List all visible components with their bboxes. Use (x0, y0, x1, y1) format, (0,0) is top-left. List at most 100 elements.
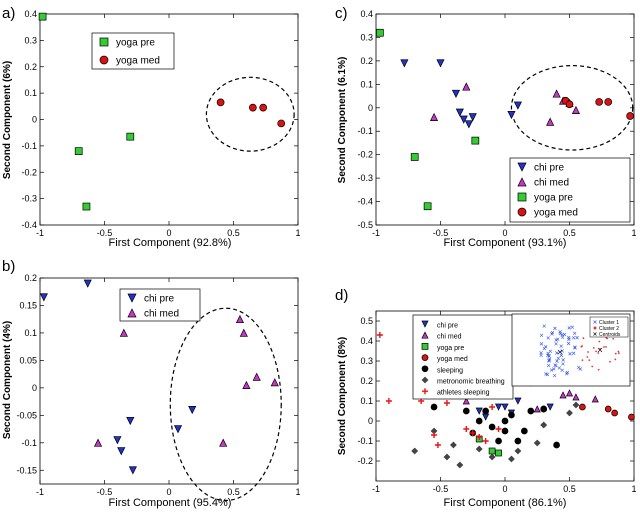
panel-b: b) -1 -0.5 0 0.5 1 -0.15 -0.1 -0.05 0 0.05 0.1 0.15… (2, 258, 301, 509)
inset-point-cluster-1 (556, 356, 561, 361)
x-tick-label: -0.5 (433, 228, 449, 238)
point-chi-med (235, 314, 245, 324)
legend-marker-chi-med (421, 331, 429, 339)
point-chi-pre (436, 59, 445, 68)
x-tick-label: -1 (372, 484, 380, 494)
inset-point-cluster-1 (557, 366, 562, 370)
inset-point-cluster-1 (539, 351, 543, 355)
panel-a-legend: yoga pre yoga med (91, 32, 175, 70)
y-tick-label: 0.2 (24, 273, 37, 283)
x-tick-label: 0.5 (227, 228, 240, 238)
legend-marker-yoga-pre (421, 343, 429, 350)
point-chi-pre (126, 416, 135, 426)
inset-point-cluster-1 (554, 338, 558, 342)
inset-point-cluster-2 (614, 358, 617, 361)
point-yoga-pre (82, 202, 91, 211)
point-sleeping (540, 405, 548, 413)
point-yoga-pre (410, 153, 419, 161)
x-tick-label: 0.5 (563, 228, 576, 238)
inset-point-cluster-2 (580, 345, 583, 348)
point-metronomic-breathing (540, 421, 548, 429)
inset-point-cluster-1 (539, 342, 544, 346)
legend-marker-sleeping (421, 365, 429, 373)
inset-point-cluster-1 (573, 346, 577, 350)
x-tick-label: -1 (36, 228, 44, 238)
y-tick-label: 0.3 (360, 356, 373, 366)
inset-point-cluster-1 (570, 325, 575, 329)
y-tick-label: -0.3 (21, 194, 37, 204)
x-tick-label: -0.5 (433, 484, 449, 494)
inset-point-cluster-1 (546, 336, 550, 340)
point-sleeping (488, 423, 496, 431)
point-chi-pre (451, 89, 461, 98)
y-tick-label: -0.2 (357, 456, 373, 466)
inset-point-cluster-1 (546, 363, 551, 368)
inset-point-cluster-1 (555, 359, 559, 363)
point-yoga-pre (74, 147, 83, 155)
point-athletes-sleeping (385, 398, 392, 404)
y-tick-label: -0.4 (21, 220, 37, 230)
inset-point-cluster-1 (550, 330, 555, 335)
point-chi-med (533, 405, 541, 413)
point-chi-med (462, 397, 470, 405)
inset-point-cluster-1 (560, 368, 564, 373)
inset-point-cluster-2 (586, 356, 589, 358)
point-metronomic-breathing (411, 447, 419, 455)
y-tick-label: 0 (368, 416, 373, 426)
panel-d-label: d) (335, 287, 348, 304)
y-tick-label: 0 (32, 115, 37, 125)
legend-label: sleeping (437, 367, 463, 374)
legend-marker-chi-pre (127, 293, 137, 303)
y-axis-label: Second Component (4%) (2, 321, 13, 439)
point-yoga-med (604, 98, 613, 106)
y-tick-label: -0.1 (21, 438, 37, 448)
y-tick-label: -0.2 (357, 150, 373, 160)
inset-point-cluster-1 (546, 351, 550, 356)
point-sleeping (553, 441, 560, 449)
x-tick-label: 0.5 (227, 487, 240, 497)
point-chi-pre (468, 113, 477, 122)
x-tick-label: 0 (166, 487, 171, 497)
cluster-ellipse (205, 76, 295, 152)
inset-point-cluster-1 (553, 326, 557, 331)
point-chi-pre (117, 447, 126, 456)
inset-point-cluster-2 (597, 368, 600, 371)
legend-label: chi pre (144, 294, 174, 305)
point-chi-med (546, 117, 555, 126)
y-tick-label: -0.5 (357, 220, 373, 230)
y-axis-label: Second Component (6.1%) (337, 57, 348, 184)
point-chi-pre (113, 436, 122, 445)
y-tick-label: -0.05 (16, 410, 37, 420)
inset-point-cluster-2 (587, 351, 589, 353)
point-yoga-pre (423, 202, 432, 211)
legend-label: yoga pre (534, 193, 573, 204)
legend-marker-yoga-pre (517, 192, 527, 202)
legend-label: chi pre (534, 163, 564, 174)
point-chi-pre (39, 293, 48, 302)
point-chi-med (239, 328, 248, 337)
inset-point-cluster-2 (592, 346, 595, 349)
inset-point-cluster-1 (562, 332, 567, 337)
y-tick-label: -0.4 (357, 197, 373, 207)
inset-point-cluster-1 (552, 373, 557, 378)
point-chi-pre (501, 403, 509, 411)
point-chi-med (242, 380, 251, 389)
inset-point-cluster-2 (598, 340, 601, 343)
point-metronomic-breathing (488, 453, 496, 461)
point-athletes-sleeping (434, 442, 441, 448)
point-athletes-sleeping (463, 426, 470, 432)
y-tick-label: 0 (32, 383, 37, 393)
y-tick-label: 0.4 (24, 9, 37, 19)
legend-label: chi med (144, 309, 179, 320)
panel-b-label: b) (2, 258, 15, 275)
point-chi-med (572, 393, 580, 401)
point-chi-med (591, 395, 599, 403)
point-athletes-sleeping (443, 400, 450, 406)
y-tick-label: -0.1 (21, 141, 37, 151)
point-chi-pre (507, 110, 516, 120)
y-tick-label: 0.1 (24, 328, 37, 338)
legend-box (509, 157, 631, 223)
inset-point-cluster-2 (588, 359, 591, 362)
point-chi-pre (513, 101, 522, 110)
x-tick-label: 0 (166, 228, 171, 238)
